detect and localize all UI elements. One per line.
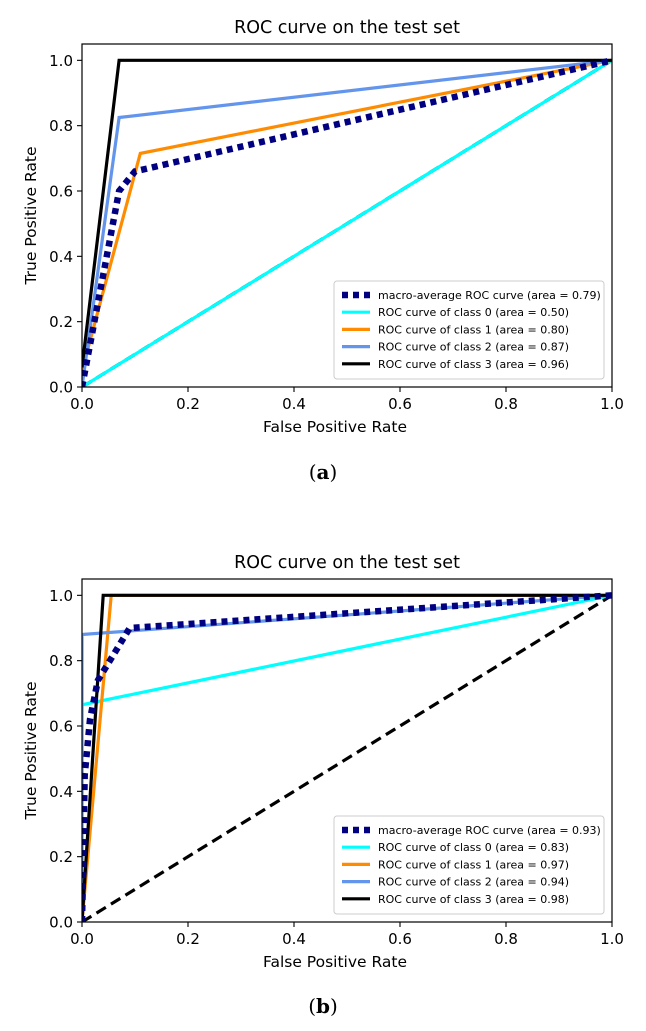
legend-label-1: ROC curve of class 0 (area = 0.83) — [378, 841, 569, 854]
x-axis-label: False Positive Rate — [263, 953, 407, 971]
x-tick-label: 1.0 — [600, 395, 624, 413]
axes-frame — [81, 43, 613, 388]
x-tick-label: 0.6 — [388, 930, 412, 948]
series-line-1 — [82, 593, 612, 922]
y-tick-label: 0.8 — [49, 117, 73, 135]
x-tick-label: 1.0 — [600, 930, 624, 948]
legend-label-2: ROC curve of class 1 (area = 0.80) — [378, 323, 569, 336]
legend-label-2: ROC curve of class 1 (area = 0.97) — [378, 858, 569, 871]
series-line-0 — [82, 57, 612, 387]
legend-label-1: ROC curve of class 0 (area = 0.50) — [378, 306, 569, 319]
chance-diagonal-line — [82, 593, 612, 922]
legend-label-3: ROC curve of class 2 (area = 0.87) — [378, 341, 569, 354]
legend-label-0: macro-average ROC curve (area = 0.79) — [378, 289, 601, 302]
y-tick-label: 0.6 — [49, 718, 73, 736]
figure-panel-a: ROC curve on the test set 0.0 0.2 0.4 0.6 0.8… — [0, 0, 646, 495]
x-tick-label: 0.4 — [282, 930, 306, 948]
series-line-3 — [82, 58, 612, 387]
legend: macro-average ROC curve (area = 0.79) ROC… — [333, 280, 605, 380]
x-tick-label: 0.2 — [176, 395, 200, 413]
y-axis-label: True Positive Rate — [22, 681, 40, 820]
legend-box — [333, 815, 605, 915]
x-tick-label: 0.8 — [494, 930, 518, 948]
legend-label-0: macro-average ROC curve (area = 0.93) — [378, 824, 601, 837]
x-tick-label: 0.6 — [388, 395, 412, 413]
caption-b: (b) — [308, 994, 338, 1018]
chart-title: ROC curve on the test set — [234, 18, 460, 38]
series-line-4 — [82, 58, 612, 368]
axes-frame — [81, 578, 613, 923]
series-line-0 — [82, 592, 612, 922]
roc-chart-a: ROC curve on the test set 0.0 0.2 0.4 0.6 0.8… — [22, 18, 624, 436]
chart-title: ROC curve on the test set — [234, 553, 460, 573]
roc-chart-b: ROC curve on the test set 0.0 0.2 0.4 0.6 0.8… — [22, 553, 624, 971]
x-tick-label: 0.2 — [176, 930, 200, 948]
y-tick-label: 1.0 — [49, 52, 73, 70]
caption-b-letter: b — [316, 994, 330, 1018]
plot-area — [82, 592, 612, 922]
y-tick-label: 0.2 — [49, 848, 73, 866]
legend-label-4: ROC curve of class 3 (area = 0.96) — [378, 358, 569, 371]
y-tick-label: 0.0 — [49, 379, 73, 397]
series-line-4 — [82, 593, 612, 922]
plot-area — [82, 57, 612, 387]
y-tick-label: 0.4 — [49, 783, 73, 801]
y-tick-label: 0.6 — [49, 183, 73, 201]
y-axis-label: True Positive Rate — [22, 146, 40, 285]
caption-a-letter: a — [316, 460, 330, 484]
x-tick-label: 0.8 — [494, 395, 518, 413]
y-tick-label: 0.0 — [49, 914, 73, 932]
legend: macro-average ROC curve (area = 0.93) ROC… — [333, 815, 605, 915]
x-tick-label: 0.0 — [70, 395, 94, 413]
x-axis-label: False Positive Rate — [263, 418, 407, 436]
figure-panel-b: ROC curve on the test set 0.0 0.2 0.4 0.6 0.8… — [0, 535, 646, 1031]
x-tick-label: 0.0 — [70, 930, 94, 948]
x-tick-label: 0.4 — [282, 395, 306, 413]
caption-a: (a) — [308, 460, 338, 484]
legend-label-3: ROC curve of class 2 (area = 0.94) — [378, 876, 569, 889]
legend-box — [333, 280, 605, 380]
legend-label-4: ROC curve of class 3 (area = 0.98) — [378, 893, 569, 906]
y-tick-label: 0.2 — [49, 313, 73, 331]
series-line-1 — [82, 58, 612, 387]
y-tick-label: 1.0 — [49, 587, 73, 605]
y-tick-label: 0.4 — [49, 248, 73, 266]
y-tick-label: 0.8 — [49, 652, 73, 670]
